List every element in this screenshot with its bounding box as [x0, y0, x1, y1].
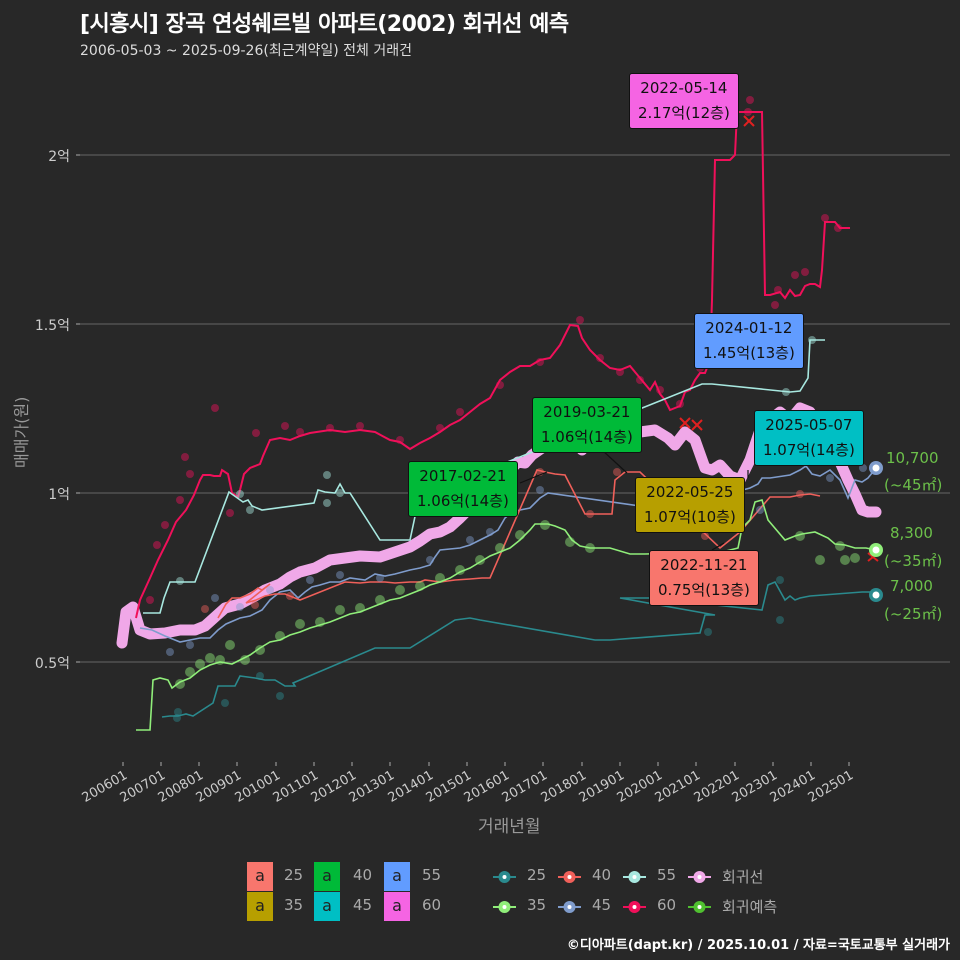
- callout-date: 2017-02-21: [419, 467, 507, 485]
- scatter-45: [166, 464, 867, 656]
- y-tick-label: 1억: [48, 487, 70, 503]
- chart-subtitle: 2006-05-03 ~ 2025-09-26(최근계약일) 전체 거래건: [80, 43, 412, 59]
- legend-swatch-55: a: [384, 862, 410, 891]
- legend-label: 60: [657, 896, 677, 914]
- legend-label: 25: [284, 866, 304, 884]
- prediction-price-35: 8,300: [890, 524, 933, 542]
- callout-date: 2019-03-21: [543, 403, 631, 421]
- x-tick-marks: [122, 762, 850, 766]
- legend-label: 55: [657, 866, 677, 884]
- chart-title: [시흥시] 장곡 연성쉐르빌 아파트(2002) 회귀선 예측: [80, 12, 569, 37]
- scatter-25: [173, 576, 784, 722]
- legend-line-glyphs: [493, 871, 711, 913]
- legend-swatch-45: a: [314, 892, 340, 921]
- y-tick-label: 2억: [48, 149, 70, 165]
- scatter-60: [146, 96, 842, 604]
- callout-date: 2022-05-25: [646, 483, 734, 501]
- callout-2019-03-21: 2019-03-21 1.06억(14층): [532, 397, 642, 453]
- prediction-price-45: 10,700: [886, 449, 939, 467]
- callout-date: 2025-05-07: [765, 416, 853, 434]
- series-40: [217, 469, 821, 619]
- callout-2022-11-21: 2022-11-21 0.75억(13층): [649, 550, 759, 606]
- legend-label: 55: [422, 866, 442, 884]
- prediction-area-35: (~35㎡): [884, 552, 943, 570]
- y-tick-label: 1.5억: [34, 318, 70, 334]
- y-axis-title: 매매가(원): [12, 396, 31, 468]
- callout-value: 1.07억(14층): [763, 441, 855, 459]
- callout-value: 1.06억(14층): [541, 428, 633, 446]
- series-35: [136, 499, 877, 731]
- legend-label-regression: 회귀선: [722, 868, 764, 886]
- legend-label: 35: [527, 896, 547, 914]
- callout-value: 1.06억(14층): [417, 492, 509, 510]
- legend-label: 45: [353, 896, 373, 914]
- callout-date: 2022-11-21: [660, 556, 748, 574]
- prediction-area-45: (~45㎡): [884, 476, 943, 494]
- callout-2024-01-12: 2024-01-12 1.45억(13층): [694, 313, 804, 369]
- callout-date: 2024-01-12: [705, 319, 793, 337]
- legend-swatch-35: a: [247, 892, 273, 921]
- callout-2022-05-14: 2022-05-14 2.17억(12층): [629, 73, 739, 129]
- x-markers: [679, 115, 879, 562]
- x-axis-title: 거래년월: [478, 817, 541, 837]
- legend-label: 40: [353, 866, 373, 884]
- series-60: [135, 111, 850, 619]
- callout-value: 1.07억(10층): [644, 508, 736, 526]
- callout-value: 1.45억(13층): [703, 344, 795, 362]
- series-25: [161, 580, 876, 718]
- callout-value: 2.17억(12층): [638, 104, 730, 122]
- legend-label: 45: [592, 896, 612, 914]
- legend-label: 60: [422, 896, 442, 914]
- legend-label-prediction: 회귀예측: [722, 898, 778, 916]
- callout-leaders: [519, 449, 749, 551]
- prediction-points: [869, 461, 883, 602]
- legend-label: 35: [284, 896, 304, 914]
- legend-swatch-40: a: [314, 862, 340, 891]
- scatter-points: [146, 96, 867, 722]
- prediction-price-25: 7,000: [890, 577, 933, 595]
- footer-credit: ©디아파트(dapt.kr) / 2025.10.01 / 자료=국토교통부 실…: [566, 938, 950, 953]
- callout-2022-05-25: 2022-05-25 1.07억(10층): [635, 477, 745, 533]
- y-tick-label: 0.5억: [34, 656, 70, 672]
- prediction-area-25: (~25㎡): [884, 605, 943, 623]
- callout-2025-05-07: 2025-05-07 1.07억(14층): [754, 410, 864, 466]
- legend-label: 25: [527, 866, 547, 884]
- scatter-55: [176, 336, 816, 585]
- legend-swatch-60: a: [384, 892, 410, 921]
- callout-date: 2022-05-14: [640, 79, 728, 97]
- callout-2017-02-21: 2017-02-21 1.06억(14층): [408, 461, 518, 517]
- legend-swatch-25: a: [247, 862, 273, 891]
- gridlines: [80, 154, 950, 663]
- series-45: [139, 464, 877, 643]
- callout-value: 0.75억(13층): [658, 581, 750, 599]
- series-55: [143, 339, 825, 614]
- legend-label: 40: [592, 866, 612, 884]
